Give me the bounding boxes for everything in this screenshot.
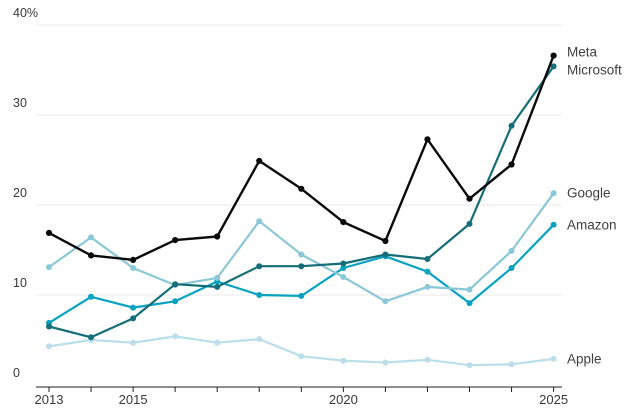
- series-label-apple: Apple: [567, 351, 602, 367]
- y-axis-label-40: 40%: [13, 6, 39, 20]
- data-point-amazon-2014: [88, 293, 95, 300]
- y-axis-label-0: 0: [13, 366, 20, 380]
- data-point-apple-2023: [466, 362, 473, 369]
- data-point-amazon-2018: [256, 292, 263, 298]
- data-point-meta-2024: [508, 161, 515, 168]
- series-line-apple: [47, 335, 555, 367]
- data-point-apple-2022: [424, 356, 431, 363]
- x-axis-label-2020: 2020: [328, 392, 358, 407]
- data-point-meta-2021: [382, 237, 389, 245]
- data-point-meta-2015: [130, 256, 137, 263]
- data-point-amazon-2025: [550, 221, 557, 228]
- y-axis-label-20: 20: [13, 186, 27, 200]
- data-point-amazon-2024: [508, 265, 515, 271]
- data-point-microsoft-2017: [214, 283, 221, 290]
- data-point-google-2021: [382, 298, 389, 305]
- data-point-microsoft-2019: [298, 263, 305, 270]
- data-point-google-2013: [46, 264, 52, 271]
- series-label-google: Google: [567, 185, 611, 201]
- data-point-apple-2021: [382, 359, 389, 366]
- data-point-meta-2018: [256, 157, 263, 164]
- y-axis-label-30: 30: [13, 96, 27, 110]
- data-point-microsoft-2025: [550, 63, 557, 70]
- x-axis-label-2013: 2013: [34, 392, 64, 407]
- data-point-google-2015: [130, 265, 137, 271]
- data-point-microsoft-2023: [466, 220, 473, 227]
- x-axis-label-2015: 2015: [118, 392, 148, 407]
- data-point-apple-2015: [130, 339, 137, 346]
- data-point-meta-2020: [340, 219, 347, 226]
- data-point-microsoft-2024: [508, 122, 515, 129]
- data-point-google-2023: [466, 286, 473, 293]
- series-line-google: [47, 192, 555, 303]
- x-axis-label-2025: 2025: [539, 392, 569, 407]
- data-point-meta-2019: [298, 185, 305, 192]
- data-point-amazon-2016: [172, 298, 179, 305]
- data-point-amazon-2023: [466, 300, 473, 307]
- data-point-microsoft-2020: [340, 260, 347, 267]
- data-point-apple-2018: [256, 336, 263, 343]
- data-point-microsoft-2013: [46, 323, 52, 330]
- data-point-google-2017: [214, 274, 221, 281]
- series-line-meta: [47, 54, 555, 262]
- data-point-meta-2017: [214, 233, 221, 240]
- data-point-apple-2025: [550, 355, 557, 362]
- data-point-meta-2014: [87, 252, 95, 259]
- series-label-amazon: Amazon: [567, 217, 617, 233]
- data-point-microsoft-2021: [382, 251, 389, 258]
- data-point-apple-2013: [46, 343, 52, 350]
- series-line-amazon: [47, 223, 555, 324]
- data-point-meta-2013: [45, 229, 53, 236]
- data-point-apple-2024: [508, 361, 515, 368]
- data-point-amazon-2015: [130, 304, 137, 311]
- data-point-apple-2017: [214, 339, 221, 346]
- data-point-google-2025: [550, 190, 557, 197]
- data-point-apple-2019: [298, 353, 305, 360]
- data-point-amazon-2019: [298, 292, 305, 299]
- data-point-meta-2025: [550, 52, 557, 59]
- data-point-apple-2020: [340, 357, 347, 364]
- data-point-google-2024: [508, 247, 515, 254]
- data-point-microsoft-2015: [130, 315, 137, 322]
- series-label-microsoft: Microsoft: [567, 62, 622, 78]
- data-point-google-2014: [88, 234, 95, 241]
- data-point-amazon-2020: [340, 265, 347, 271]
- data-point-apple-2016: [172, 333, 179, 340]
- data-point-meta-2016: [172, 237, 179, 244]
- data-point-microsoft-2016: [172, 281, 179, 288]
- data-point-meta-2023: [466, 195, 473, 202]
- data-point-google-2020: [340, 274, 347, 280]
- series-label-meta: Meta: [567, 44, 598, 60]
- y-axis-label-10: 10: [13, 276, 27, 290]
- data-point-microsoft-2014: [88, 334, 95, 341]
- data-point-microsoft-2018: [256, 263, 263, 270]
- data-point-google-2022: [424, 283, 431, 290]
- data-point-google-2018: [256, 218, 263, 225]
- data-point-amazon-2022: [424, 268, 431, 275]
- data-point-google-2019: [298, 251, 305, 258]
- data-point-microsoft-2022: [424, 256, 431, 262]
- data-point-meta-2022: [424, 136, 431, 143]
